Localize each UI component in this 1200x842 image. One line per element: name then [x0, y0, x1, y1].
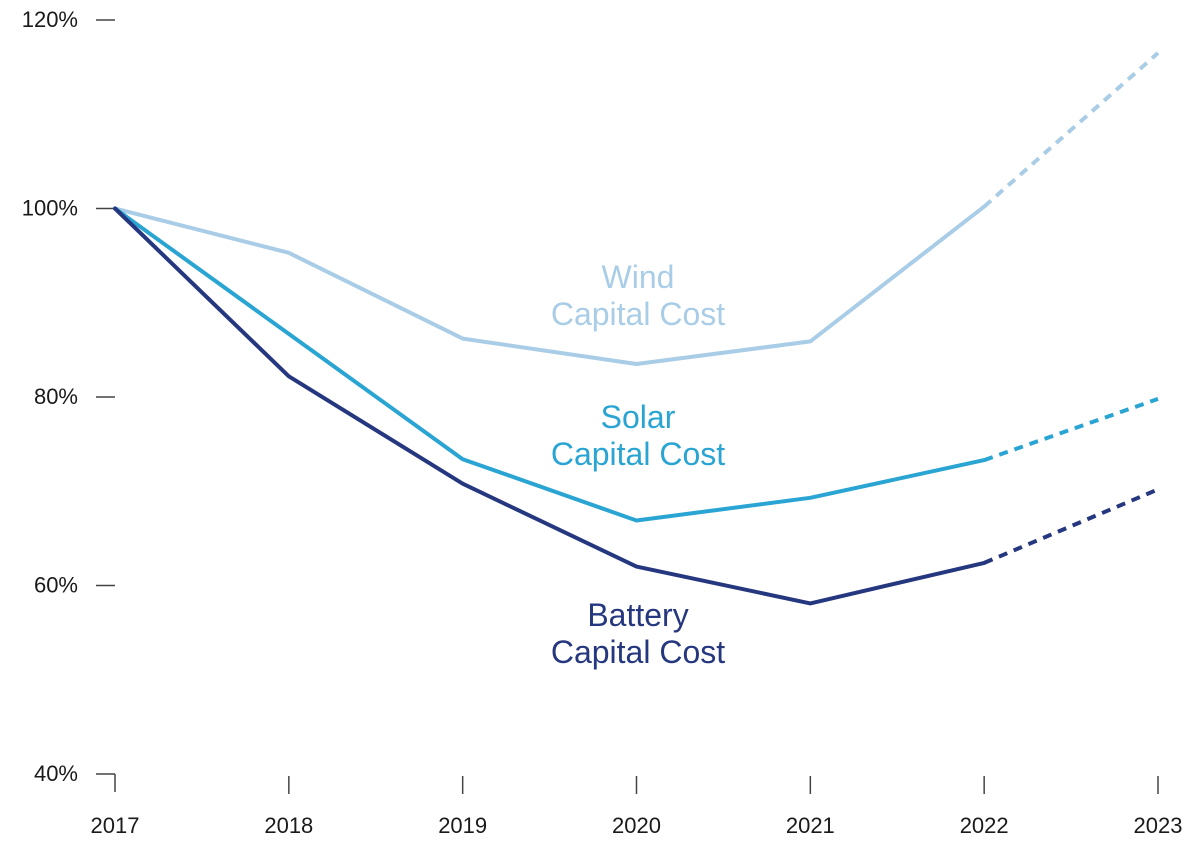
series-label: Capital Cost: [551, 296, 725, 332]
series-lines: [113, 51, 1160, 606]
series-label: Battery: [587, 597, 688, 633]
series-projection-battery: [983, 487, 1159, 565]
series-line-wind: [113, 204, 987, 366]
x-tick-label: 2019: [438, 813, 487, 838]
series-label: Capital Cost: [551, 634, 725, 670]
x-tick-label: 2021: [786, 813, 835, 838]
y-tick-label: 100%: [22, 196, 78, 221]
y-tick-label: 60%: [34, 573, 78, 598]
x-tick-label: 2023: [1134, 813, 1183, 838]
x-tick-label: 2018: [264, 813, 313, 838]
series-label: Capital Cost: [551, 436, 725, 472]
y-axis: 40% 60% 80% 100% 120%: [22, 7, 116, 792]
y-tick-label: 40%: [34, 761, 78, 786]
x-tick-label: 2017: [91, 813, 140, 838]
x-tick-label: 2020: [612, 813, 661, 838]
series-line-solar: [113, 206, 987, 523]
x-axis: 2017 2018 2019 2020 2021 2022 2023: [91, 776, 1183, 838]
series-label: Wind: [602, 259, 675, 295]
y-tick-label: 80%: [34, 384, 78, 409]
series-projection-wind: [982, 51, 1160, 209]
series-projection-solar: [983, 397, 1159, 462]
y-tick-label: 120%: [22, 7, 78, 32]
series-label: Solar: [601, 399, 676, 435]
series-line-battery: [113, 206, 987, 606]
x-tick-label: 2022: [960, 813, 1009, 838]
